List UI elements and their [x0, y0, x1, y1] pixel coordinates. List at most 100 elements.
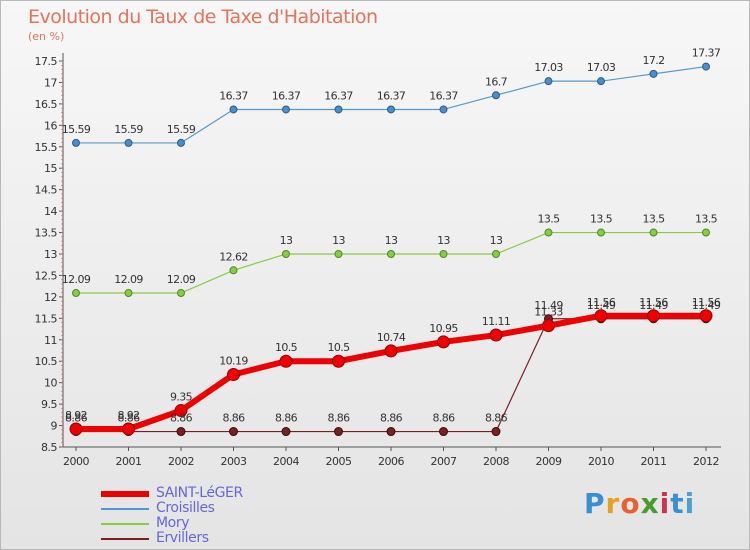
data-label: 10.5 [275, 341, 298, 354]
data-labels-layer: 8.92 8.92 9.35 10.19 10.5 10.5 10.74 10.95 11.11… [62, 47, 722, 425]
data-point [649, 228, 658, 237]
data-point [439, 105, 448, 114]
data-point [437, 335, 450, 349]
data-point [491, 427, 501, 437]
data-point [282, 250, 290, 258]
data-point [702, 228, 710, 237]
series-mory [72, 228, 710, 298]
data-point [227, 368, 240, 382]
data-label: 15.59 [167, 123, 196, 136]
x-tick-label: 2006 [378, 455, 404, 468]
data-label: 12.09 [114, 273, 143, 286]
data-label: 11.33 [534, 306, 563, 319]
data-point [439, 250, 448, 258]
legend-item: SAINT-LéGER [101, 485, 301, 501]
legend-label: SAINT-LéGER [156, 485, 243, 501]
data-label: 13 [490, 234, 503, 247]
data-point [334, 427, 343, 437]
data-label: 11.56 [639, 296, 668, 309]
data-point [229, 105, 238, 114]
data-label: 8.86 [117, 412, 140, 425]
data-label: 8.86 [432, 412, 455, 425]
data-label: 12.09 [167, 273, 196, 286]
x-tick-label: 2000 [63, 455, 89, 468]
logo-letter: P [584, 487, 606, 520]
legend-swatch [101, 508, 149, 510]
data-label: 8.86 [380, 412, 403, 425]
x-tick-label: 2012 [693, 455, 719, 468]
data-label: 13.5 [695, 213, 718, 226]
data-point [492, 250, 500, 258]
series-layer [69, 62, 713, 437]
data-label: 16.37 [429, 89, 458, 102]
data-point [386, 427, 396, 437]
data-point [699, 309, 713, 323]
data-label: 17.03 [587, 61, 616, 74]
x-tick-label: 2001 [116, 455, 142, 468]
data-point [647, 309, 660, 323]
y-tick-label: 16.5 [35, 98, 58, 111]
y-tick-label: 16 [44, 119, 57, 132]
y-tick-label: 11 [44, 334, 57, 347]
data-point [282, 105, 290, 114]
y-tick-label: 14 [44, 205, 57, 218]
data-label: 17.03 [534, 61, 563, 74]
data-label: 11.49 [692, 299, 721, 312]
y-tick-label: 13.5 [35, 227, 58, 240]
data-point [597, 77, 605, 86]
data-point [334, 105, 343, 114]
data-point [544, 228, 553, 237]
data-label: 12.62 [219, 250, 248, 263]
y-tick-label: 15 [44, 162, 57, 175]
x-tick-label: 2003 [221, 455, 247, 468]
data-label: 13.5 [590, 213, 613, 226]
data-label: 11.56 [587, 296, 616, 309]
data-label: 8.86 [275, 412, 298, 425]
y-tick-label: 11.5 [35, 312, 58, 325]
y-tick-label: 10 [44, 377, 57, 390]
data-point [649, 69, 658, 78]
y-tick-label: 10.5 [35, 355, 58, 368]
data-label: 13 [437, 234, 450, 247]
data-label: 13.5 [642, 213, 665, 226]
legend-swatch [101, 538, 149, 540]
data-point [124, 289, 133, 298]
data-label: 9.35 [170, 391, 193, 404]
data-point [332, 354, 345, 368]
data-label: 8.92 [117, 409, 139, 422]
x-tick-label: 2009 [536, 455, 562, 468]
data-label: 10.19 [219, 355, 248, 368]
y-tick-label: 17.5 [35, 55, 58, 68]
legend-item: Mory [101, 515, 301, 531]
x-tick-label: 2005 [326, 455, 352, 468]
logo-letter: i [684, 487, 696, 520]
series-croisilles [72, 62, 710, 147]
data-label: 10.95 [429, 322, 458, 335]
legend-label: Croisilles [156, 500, 215, 516]
x-tick-label: 2007 [431, 455, 457, 468]
data-point [334, 250, 343, 258]
data-point [387, 250, 395, 258]
data-label: 10.5 [327, 341, 350, 354]
data-point [492, 91, 500, 100]
data-point [387, 105, 395, 114]
data-point [702, 62, 710, 71]
x-tick-label: 2011 [641, 455, 667, 468]
data-point [229, 427, 238, 437]
y-tick-label: 9.5 [41, 398, 57, 411]
logo-letter: x [640, 487, 660, 520]
logo-letter: t [670, 487, 685, 520]
data-label: 13 [280, 234, 293, 247]
data-label: 17.37 [692, 47, 721, 60]
chart-title: Evolution du Taux de Taxe d'Habitation [28, 6, 378, 28]
data-point [229, 266, 238, 275]
data-label: 16.37 [377, 89, 406, 102]
y-tick-label: 12.5 [35, 269, 58, 282]
data-label: 8.92 [65, 409, 87, 422]
data-point [544, 77, 553, 86]
data-point [281, 427, 291, 437]
legend-item: Ervillers [101, 530, 301, 546]
data-label: 16.7 [485, 75, 508, 88]
x-tick-label: 2002 [168, 455, 194, 468]
legend-swatch [101, 491, 149, 497]
